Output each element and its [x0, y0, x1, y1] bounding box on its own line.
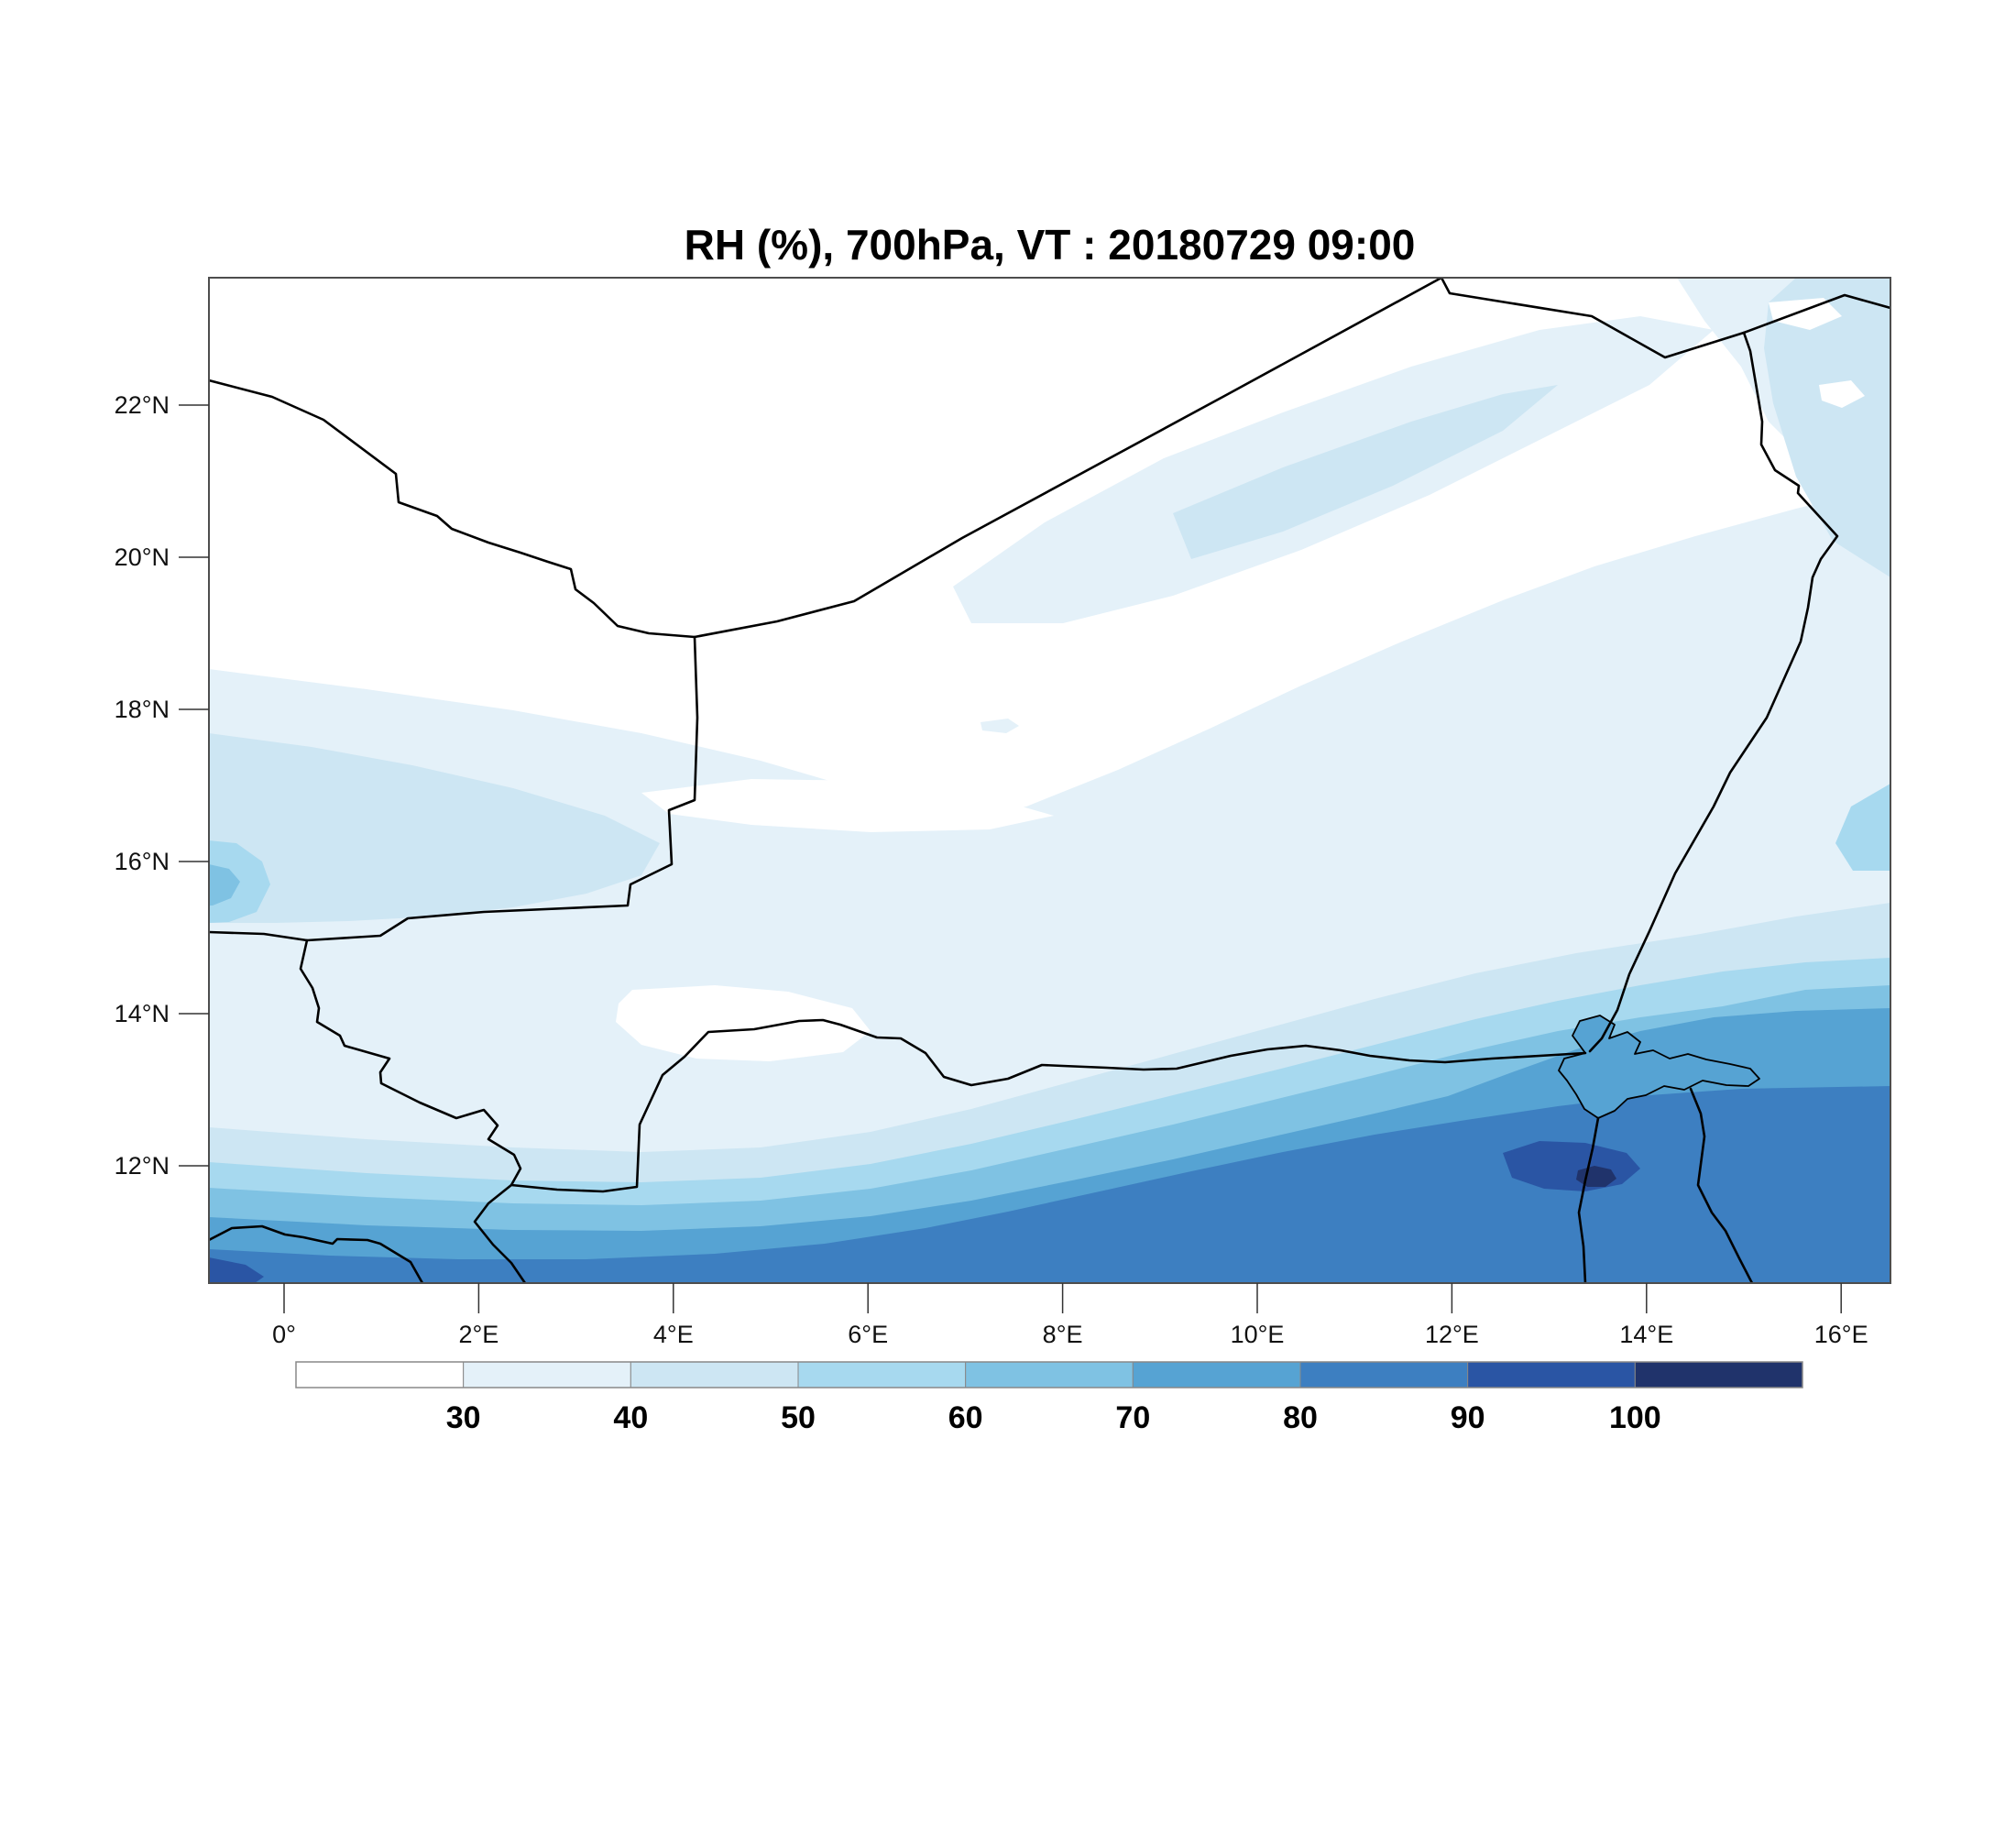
contour-region-<30-hole: [1819, 380, 1865, 408]
y-axis-tick-label: 18°N: [115, 696, 170, 723]
x-axis-tick-label: 14°E: [1619, 1321, 1673, 1348]
border-southwest-corner: [209, 1224, 424, 1283]
border-niger-libya-chad: [1440, 278, 1890, 359]
colorbar-segment: [797, 1361, 967, 1388]
x-axis-tick-label: 0°: [272, 1321, 296, 1348]
border-algeria-niger: [693, 278, 1443, 639]
map-frame: [208, 277, 1891, 1284]
contour-region->=50: [1835, 784, 1890, 871]
contour-region->=30: [981, 719, 1019, 733]
y-axis-tick-label: 14°N: [115, 1000, 170, 1027]
contour-region-<30-hole: [641, 779, 1054, 832]
y-axis-tick-label: 16°N: [115, 848, 170, 875]
border-algeria-mali: [209, 379, 696, 639]
x-axis-tick-label: 8°E: [1043, 1321, 1083, 1348]
y-axis-tick-label: 12°N: [115, 1152, 170, 1180]
colorbar-segment: [965, 1361, 1134, 1388]
colorbar-segment: [1634, 1361, 1803, 1388]
x-axis-tick-label: 12°E: [1425, 1321, 1479, 1348]
contour-region-<30-hole: [1769, 298, 1842, 330]
x-axis-tick-label: 16°E: [1814, 1321, 1868, 1348]
colorbar-label: 70: [1115, 1400, 1150, 1435]
contour-region->=40: [209, 733, 660, 923]
colorbar-label: 50: [781, 1400, 816, 1435]
colorbar-segment: [1299, 1361, 1469, 1388]
contour-region-<30-hole: [616, 985, 871, 1061]
page-title: RH (%), 700hPa, VT : 20180729 09:00: [684, 221, 1416, 269]
lake-chad-outline: [1558, 1015, 1760, 1119]
colorbar-label: 30: [446, 1400, 481, 1435]
colorbar-segment: [630, 1361, 799, 1388]
contour-region->=40: [1764, 278, 1890, 577]
colorbar-label: 80: [1283, 1400, 1318, 1435]
colorbar-segment: [1132, 1361, 1301, 1388]
map-layers: [209, 278, 1890, 1283]
colorbar: 30 40 50 60 70 80 90 100: [295, 1361, 1803, 1435]
border-niger-chad: [1588, 331, 1839, 1053]
x-axis-tick-label: 10°E: [1231, 1321, 1285, 1348]
colorbar-segment: [295, 1361, 465, 1388]
border-nigeria-cameroon: [1577, 1116, 1600, 1283]
y-axis-tick-label: 22°N: [115, 391, 170, 419]
border-cameroon-chad: [1689, 1087, 1754, 1283]
x-axis-tick-label: 6°E: [848, 1321, 888, 1348]
y-axis-tick-label: 20°N: [115, 543, 170, 571]
contour-region->=80: [209, 1086, 1890, 1283]
colorbar-segment: [463, 1361, 631, 1388]
border-niger-nigeria: [509, 1018, 1587, 1193]
border-burkina-benin-niger: [299, 938, 527, 1283]
contour-region->=90: [209, 1257, 264, 1283]
x-axis-tick-label: 4°E: [653, 1321, 694, 1348]
colorbar-border: [295, 1361, 1803, 1388]
colorbar-segment: [1467, 1361, 1636, 1388]
x-axis-tick-label: 2°E: [458, 1321, 499, 1348]
colorbar-label: 60: [948, 1400, 983, 1435]
colorbar-label: 40: [613, 1400, 648, 1435]
colorbar-label: 100: [1609, 1400, 1661, 1435]
colorbar-label: 90: [1451, 1400, 1485, 1435]
contour-region->=60: [209, 864, 240, 906]
contour-region->=40: [1173, 385, 1558, 559]
